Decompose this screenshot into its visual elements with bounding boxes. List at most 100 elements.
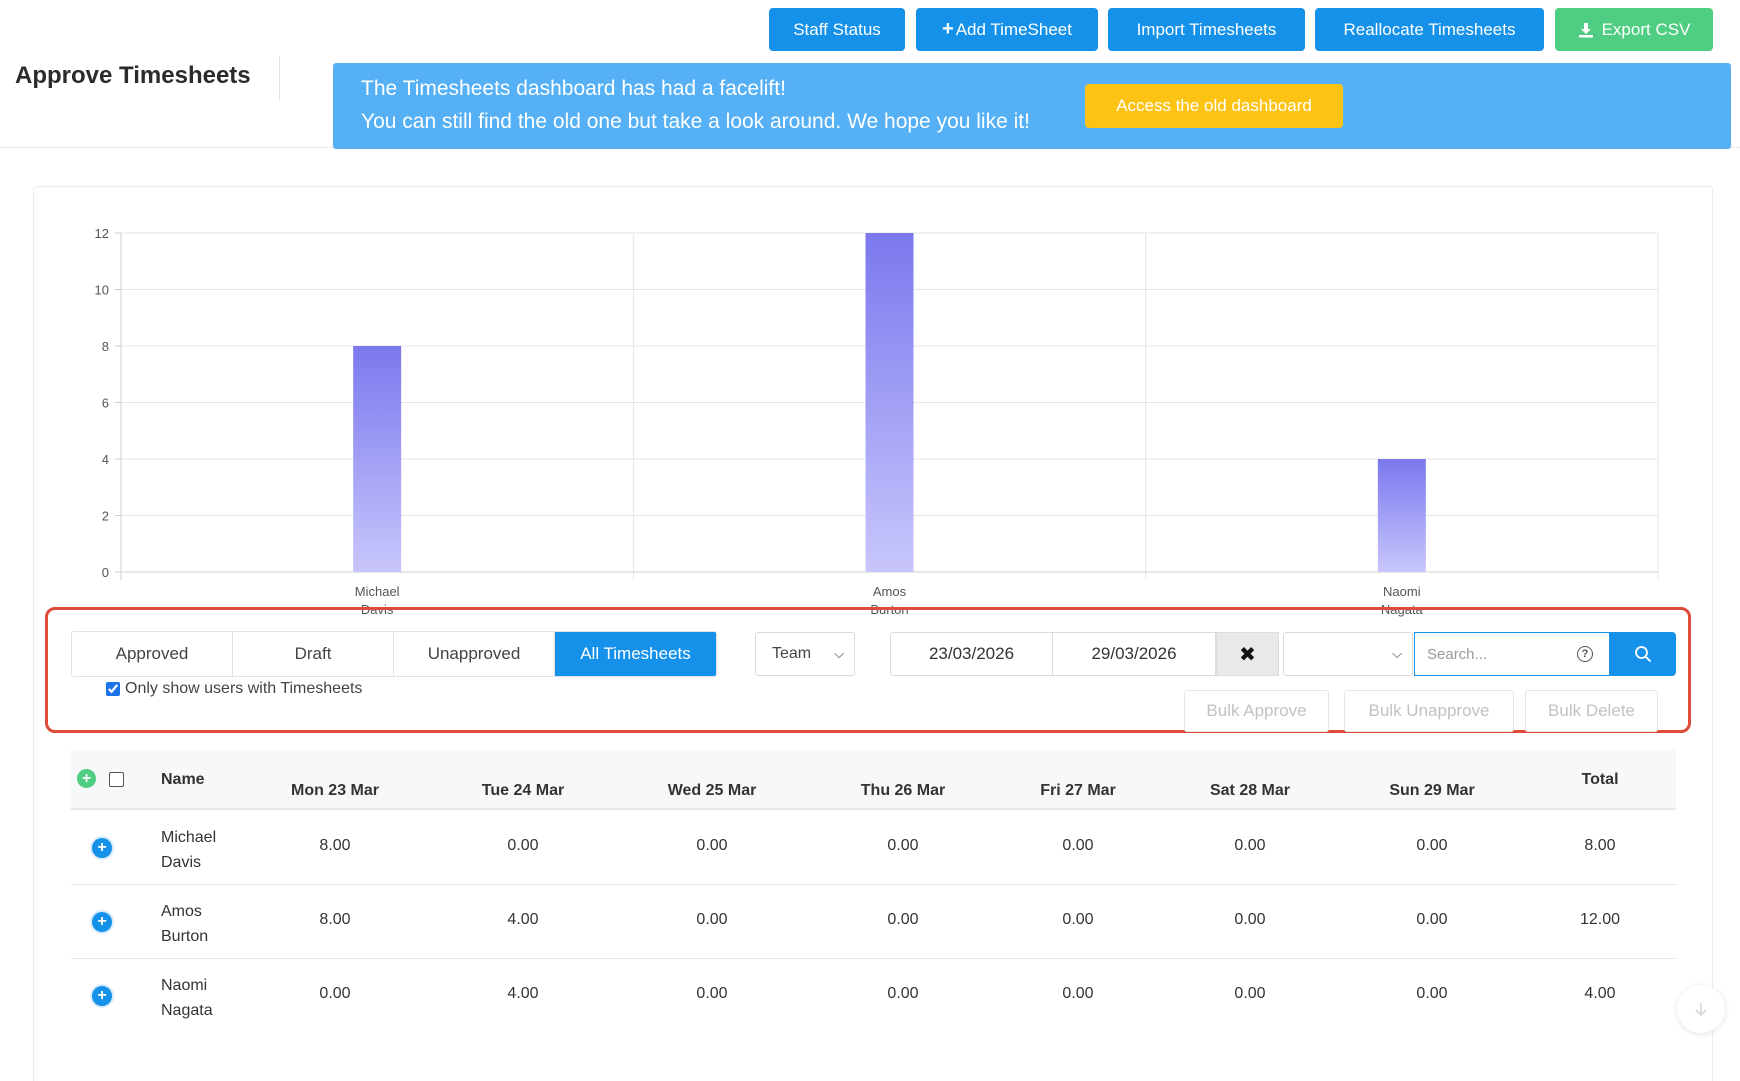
search-icon xyxy=(1635,646,1651,662)
expand-row-icon[interactable]: + xyxy=(92,838,112,858)
hours-cell: 0.00 xyxy=(1062,985,1094,1002)
export-csv-button[interactable]: Export CSV xyxy=(1555,8,1713,51)
help-icon[interactable]: ? xyxy=(1577,646,1593,662)
staff-status-button[interactable]: Staff Status xyxy=(769,8,905,51)
header-day: Thu 26 Mar xyxy=(860,782,946,799)
hours-cell: 0.00 xyxy=(887,911,919,928)
chart-y-tick-label: 4 xyxy=(102,452,109,467)
tab-unapproved[interactable]: Unapproved xyxy=(394,632,555,676)
only-show-users-toggle[interactable]: Only show users with Timesheets xyxy=(106,680,362,698)
bulk-approve-button[interactable]: Bulk Approve xyxy=(1184,690,1329,732)
chart-y-tick-label: 6 xyxy=(102,396,109,411)
select-all-checkbox[interactable] xyxy=(109,772,124,787)
status-tabs: Approved Draft Unapproved All Timesheets xyxy=(71,631,717,677)
tab-approved[interactable]: Approved xyxy=(72,632,233,676)
expand-row-icon[interactable]: + xyxy=(92,912,112,932)
total-cell: 4.00 xyxy=(1584,985,1616,1002)
table-row: + Michael Davis 8.00 0.00 0.00 0.00 0.00… xyxy=(71,811,1676,885)
tab-draft[interactable]: Draft xyxy=(233,632,394,676)
team-select[interactable]: Team ⌵ xyxy=(755,632,855,676)
header-day: Mon 23 Mar xyxy=(290,782,379,799)
reallocate-timesheets-label: Reallocate Timesheets xyxy=(1343,19,1516,39)
import-timesheets-label: Import Timesheets xyxy=(1136,19,1277,39)
access-old-dashboard-button[interactable]: Access the old dashboard xyxy=(1085,84,1343,128)
hours-bar-chart: 024681012MichaelDavisAmosBurtonNaomiNaga… xyxy=(95,226,1659,617)
export-csv-label: Export CSV xyxy=(1601,19,1691,39)
hours-cell: 0.00 xyxy=(696,985,728,1002)
hours-cell: 4.00 xyxy=(507,985,539,1002)
last-name: Nagata xyxy=(161,1002,213,1019)
hours-cell: 0.00 xyxy=(1234,837,1266,854)
chart-bar xyxy=(353,346,402,572)
hours-cell: 0.00 xyxy=(696,837,728,854)
hours-cell: 8.00 xyxy=(319,911,351,928)
hours-cell: 0.00 xyxy=(507,837,539,854)
filter-select[interactable]: ⌵ xyxy=(1283,632,1413,676)
chart-bar xyxy=(1377,459,1426,572)
filter-highlight xyxy=(45,607,1691,733)
bulk-delete-button[interactable]: Bulk Delete xyxy=(1525,690,1658,732)
header-day: Fri 27 Mar xyxy=(1040,782,1116,799)
tab-all-timesheets[interactable]: All Timesheets xyxy=(555,632,716,676)
chart-y-tick-label: 8 xyxy=(102,339,109,354)
employee-name: Amos Burton xyxy=(161,899,261,949)
header-total: Total xyxy=(1581,771,1619,788)
chart-y-tick-label: 2 xyxy=(102,509,109,524)
total-cell: 8.00 xyxy=(1584,837,1616,854)
chart-y-tick-label: 12 xyxy=(95,226,109,241)
total-cell: 12.00 xyxy=(1579,911,1621,928)
date-from-field[interactable]: 23/03/2026 xyxy=(890,632,1053,676)
clear-dates-button[interactable]: ✖ xyxy=(1216,632,1279,676)
first-name: Michael xyxy=(161,829,217,846)
facelift-banner: The Timesheets dashboard has had a facel… xyxy=(333,63,1731,149)
reallocate-timesheets-button[interactable]: Reallocate Timesheets xyxy=(1315,8,1544,51)
banner-line-2: You can still find the old one but take … xyxy=(361,110,1030,133)
title-divider xyxy=(279,56,280,100)
chart-bar xyxy=(865,233,914,572)
hours-cell: 0.00 xyxy=(1416,985,1448,1002)
hours-cell: 0.00 xyxy=(1416,837,1448,854)
table-row: + Amos Burton 8.00 4.00 0.00 0.00 0.00 0… xyxy=(71,885,1676,959)
hours-cell: 0.00 xyxy=(1062,837,1094,854)
download-icon xyxy=(1578,22,1593,37)
table-row: + Naomi Nagata 0.00 4.00 0.00 0.00 0.00 … xyxy=(71,959,1676,1033)
hours-cell: 0.00 xyxy=(1234,911,1266,928)
header-day: Tue 24 Mar xyxy=(481,782,565,799)
hours-cell: 4.00 xyxy=(507,911,539,928)
expand-all-icon[interactable]: + xyxy=(77,769,96,788)
page-title: Approve Timesheets xyxy=(15,62,251,89)
close-icon: ✖ xyxy=(1239,643,1256,666)
chevron-down-icon: ⌵ xyxy=(1392,646,1402,661)
header-day: Wed 25 Mar xyxy=(667,782,757,799)
team-select-value: Team xyxy=(772,645,812,662)
last-name: Burton xyxy=(161,928,209,945)
only-show-users-checkbox[interactable] xyxy=(106,682,120,696)
employee-name: Michael Davis xyxy=(161,825,261,875)
first-name: Naomi xyxy=(161,977,208,994)
hours-cell: 0.00 xyxy=(887,985,919,1002)
expand-row-icon[interactable]: + xyxy=(92,986,112,1006)
add-timesheet-button[interactable]: + Add TimeSheet xyxy=(916,8,1098,51)
only-show-users-label: Only show users with Timesheets xyxy=(125,680,363,697)
scroll-down-button[interactable] xyxy=(1677,985,1725,1033)
plus-icon: + xyxy=(942,18,954,40)
hours-cell: 0.00 xyxy=(1416,911,1448,928)
search-button[interactable] xyxy=(1610,632,1676,676)
chart-y-tick-label: 10 xyxy=(95,283,109,298)
chevron-down-icon: ⌵ xyxy=(834,646,844,661)
hours-cell: 0.00 xyxy=(887,837,919,854)
last-name: Davis xyxy=(161,854,202,871)
import-timesheets-button[interactable]: Import Timesheets xyxy=(1108,8,1305,51)
bulk-unapprove-button[interactable]: Bulk Unapprove xyxy=(1344,690,1514,732)
chart-x-tick-label: Amos xyxy=(873,584,907,599)
date-to-field[interactable]: 29/03/2026 xyxy=(1053,632,1216,676)
staff-status-label: Staff Status xyxy=(793,19,881,39)
first-name: Amos xyxy=(161,903,202,920)
header-name: Name xyxy=(161,771,205,788)
hours-cell: 0.00 xyxy=(696,911,728,928)
banner-line-1: The Timesheets dashboard has had a facel… xyxy=(361,77,786,100)
table-header xyxy=(71,750,1676,810)
hours-cell: 8.00 xyxy=(319,837,351,854)
hours-cell: 0.00 xyxy=(1062,911,1094,928)
chart-x-tick-label: Naomi xyxy=(1383,584,1421,599)
